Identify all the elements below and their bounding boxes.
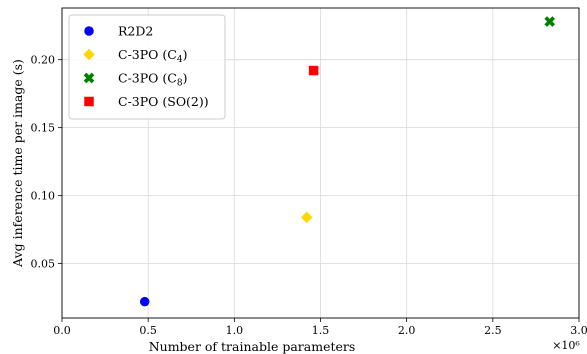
data-point-series-0 xyxy=(139,296,150,307)
legend-label: C-3PO (C8) xyxy=(118,71,187,89)
y-tick-label: 0.05 xyxy=(31,258,56,271)
x-axis-label: Number of trainable parameters xyxy=(149,339,356,354)
x-tick-label: 2.0 xyxy=(398,324,416,337)
legend-label: C-3PO (SO(2)) xyxy=(118,94,209,109)
legend-label: R2D2 xyxy=(118,24,153,39)
data-point-series-1 xyxy=(300,211,313,224)
legend: R2D2 C-3PO (C4) C-3PO (C8) C-3PO (SO(2)) xyxy=(68,14,226,120)
x-tick-label: 2.5 xyxy=(484,324,502,337)
x-tick-label: 1.5 xyxy=(312,324,330,337)
x-tick-label: 1.0 xyxy=(226,324,244,337)
x-tick-label: 3.0 xyxy=(570,324,587,337)
data-point-series-3 xyxy=(308,65,319,76)
legend-marker xyxy=(84,26,94,36)
legend-label: C-3PO (C4) xyxy=(118,47,187,65)
y-axis-label: Avg inference time per image (s) xyxy=(10,59,25,268)
data-point-series-2 xyxy=(544,16,556,27)
x-axis-ticks: 0.0 0.5 1.0 1.5 2.0 2.5 3.0 xyxy=(53,318,587,337)
y-tick-label: 0.15 xyxy=(31,122,56,135)
legend-box xyxy=(68,14,226,120)
legend-marker xyxy=(83,72,95,84)
x-tick-label: 0.0 xyxy=(53,324,71,337)
x-tick-label: 0.5 xyxy=(139,324,157,337)
x-axis-scale-note: ×10⁶ xyxy=(552,339,580,352)
legend-marker xyxy=(84,96,94,107)
data-points xyxy=(139,16,556,307)
y-tick-label: 0.20 xyxy=(31,54,56,67)
y-tick-label: 0.10 xyxy=(31,190,56,203)
y-axis-ticks: 0.05 0.10 0.15 0.20 xyxy=(31,54,62,271)
legend-marker xyxy=(83,48,95,61)
